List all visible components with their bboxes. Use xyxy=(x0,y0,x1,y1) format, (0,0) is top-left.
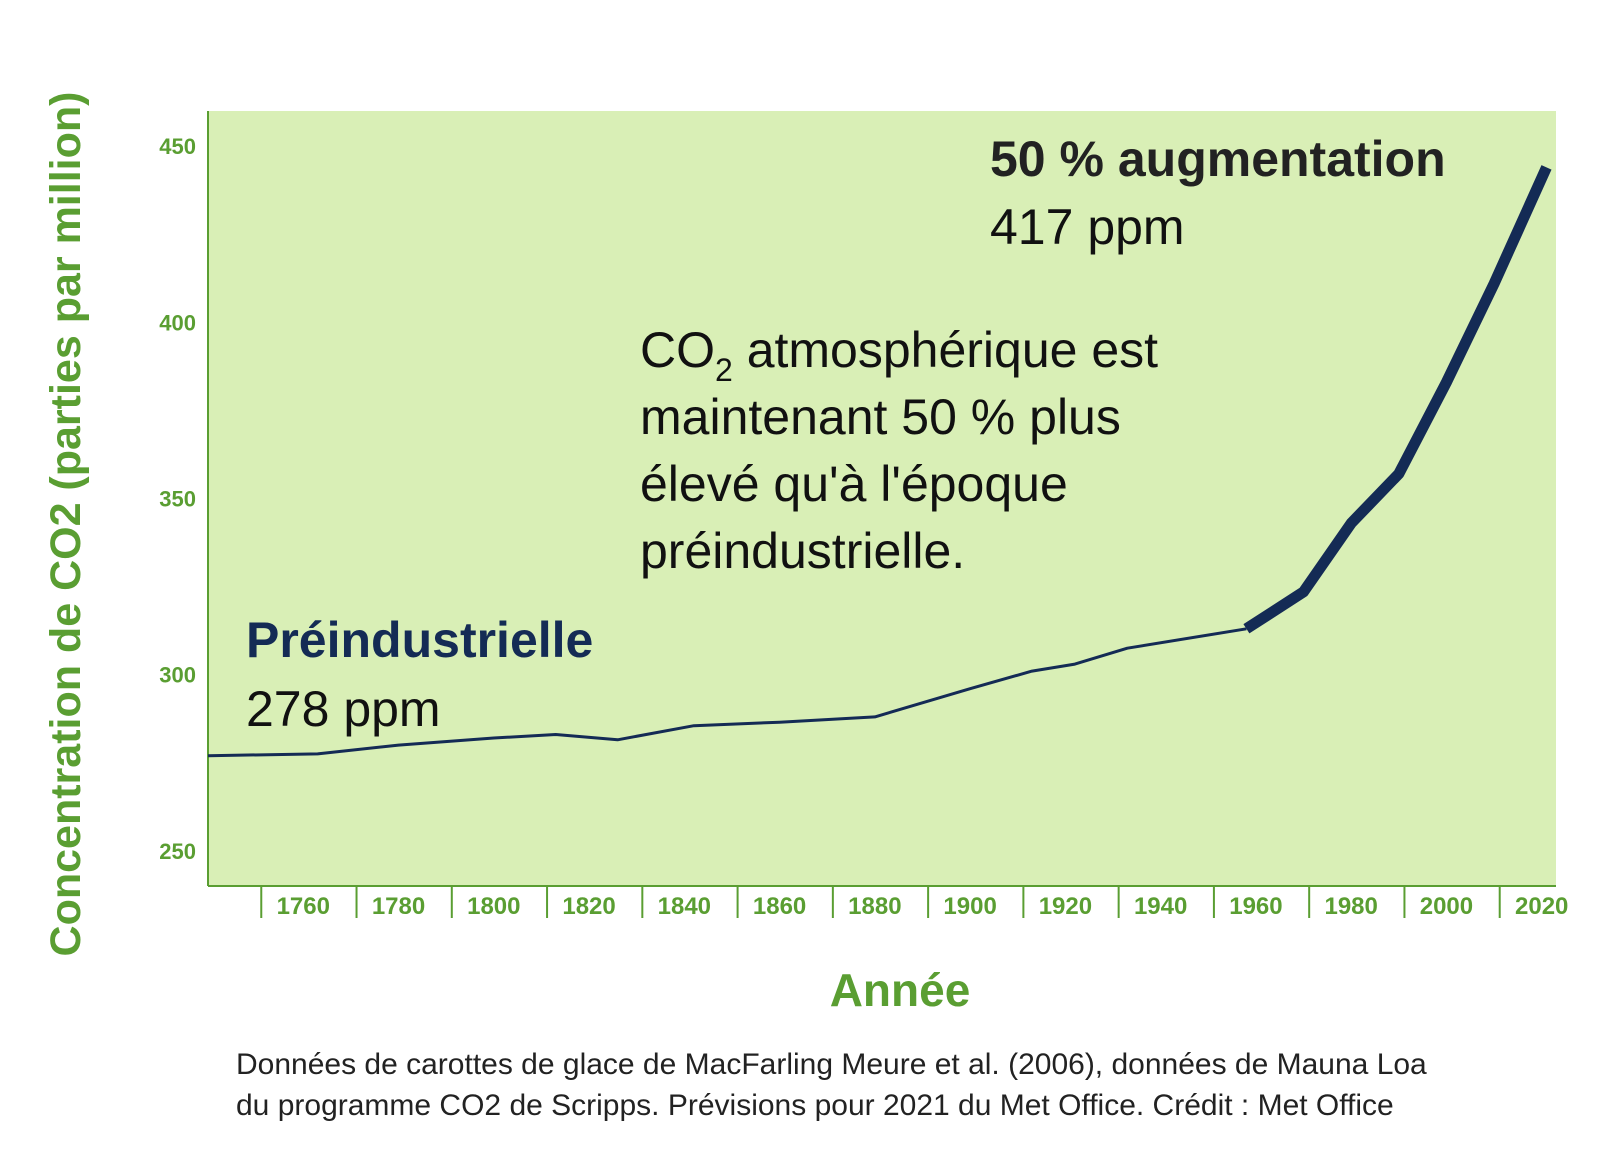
annotation-co2-line-2: maintenant 50 % plus xyxy=(640,389,1121,445)
co2-formula: CO xyxy=(640,322,715,378)
caption-line-2: du programme CO2 de Scripps. Prévisions … xyxy=(236,1089,1394,1122)
annotation-preindustrial-title: Préindustrielle xyxy=(246,612,593,668)
annotation-increase-value: 417 ppm xyxy=(990,199,1185,255)
source-caption: Données de carottes de glace de MacFarli… xyxy=(236,1044,1576,1126)
annotation-co2-line-1: CO2 atmosphérique est xyxy=(640,322,1158,388)
y-tick-label: 400 xyxy=(159,310,196,335)
y-tick-label: 350 xyxy=(159,487,196,512)
caption-line-1: Données de carottes de glace de MacFarli… xyxy=(236,1048,1427,1081)
x-tick-label: 1840 xyxy=(658,893,711,920)
x-tick-label: 1860 xyxy=(753,893,806,920)
annotation-preindustrial-value: 278 ppm xyxy=(246,681,441,737)
co2-series-line-historic xyxy=(207,627,1247,758)
x-tick-label: 1900 xyxy=(943,893,996,920)
x-tick-label: 1960 xyxy=(1229,893,1282,920)
co2-subscript: 2 xyxy=(715,352,733,388)
x-tick-label: 1820 xyxy=(562,893,615,920)
x-tick-label: 2020 xyxy=(1515,893,1568,920)
annotation-co2-line-1-rest: atmosphérique est xyxy=(733,322,1158,378)
x-tick-label: 1780 xyxy=(372,893,425,920)
y-tick-label: 450 xyxy=(159,134,196,159)
x-tick-label: 1920 xyxy=(1039,893,1092,920)
x-tick-label: 1880 xyxy=(848,893,901,920)
x-tick-label: 1940 xyxy=(1134,893,1187,920)
x-tick-label: 1980 xyxy=(1324,893,1377,920)
x-tick-label: 2000 xyxy=(1420,893,1473,920)
x-axis-label: Année xyxy=(830,964,971,1016)
y-tick-label: 250 xyxy=(159,839,196,864)
y-tick-label: 300 xyxy=(159,663,196,688)
annotation-increase-title: 50 % augmentation xyxy=(990,131,1446,187)
annotation-co2-line-4: préindustrielle. xyxy=(640,523,965,579)
annotation-co2-line-3: élevé qu'à l'époque xyxy=(640,456,1068,512)
x-tick-label: 1760 xyxy=(277,893,330,920)
co2-series-line-modern xyxy=(1243,165,1552,634)
plot-area xyxy=(208,111,1556,886)
y-axis-label: Concentration de CO2 (parties par millio… xyxy=(42,92,90,957)
x-tick-label: 1800 xyxy=(467,893,520,920)
